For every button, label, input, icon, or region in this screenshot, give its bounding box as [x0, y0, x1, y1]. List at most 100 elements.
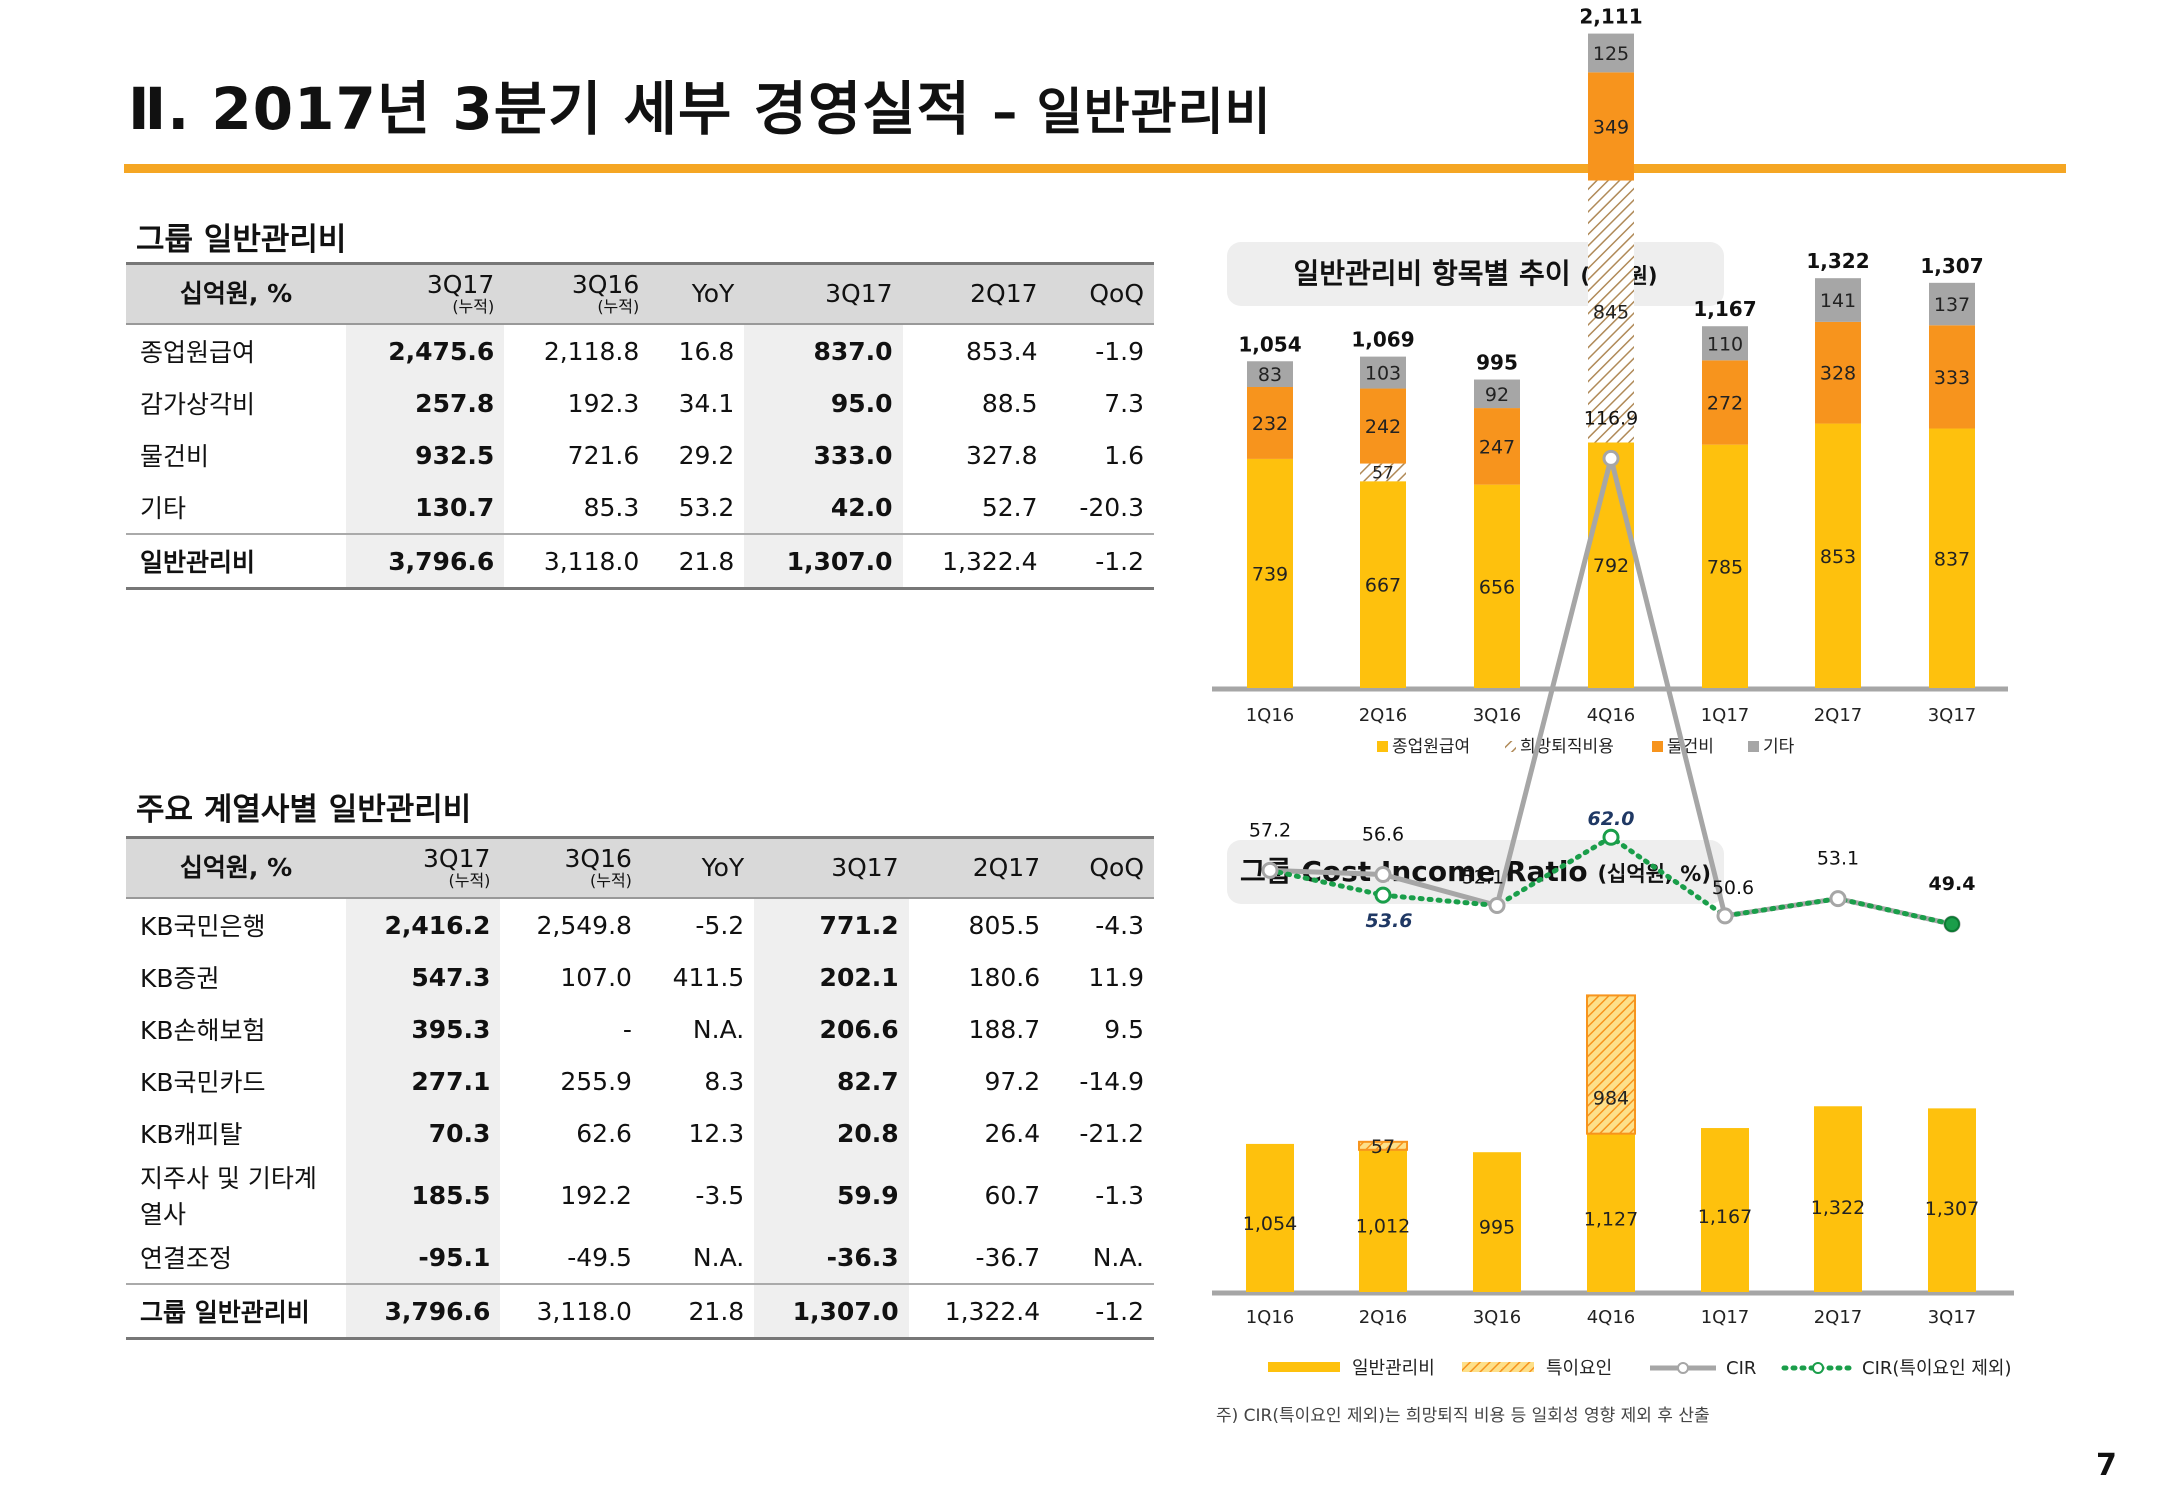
table-cell: 257.8	[346, 377, 505, 429]
footnote: 주) CIR(특이요인 제외)는 희망퇴직 비용 등 일회성 영향 제외 후 산…	[1216, 1406, 1710, 1426]
table-cell: 395.3	[346, 1003, 501, 1055]
table-cell: 3,796.6	[346, 1283, 501, 1340]
bar-total-label: 1,307	[1920, 254, 1983, 278]
bar-total-label: 1,054	[1238, 332, 1301, 356]
table-cell: 192.2	[560, 1180, 632, 1210]
table-row: 기타 130.7 85.3 53.2 42.0 52.7 -20.3	[126, 481, 1154, 534]
legend-label: 특이요인	[1546, 1358, 1612, 1379]
table-row: KB국민은행 2,416.2 2,549.8 -5.2 771.2 805.5 -4.3	[126, 898, 1154, 951]
legend-swatch	[1462, 1362, 1534, 1372]
table-cell: 21.8	[649, 533, 745, 590]
bar-segment	[1360, 356, 1406, 389]
bar-segment-label: 125	[1593, 43, 1629, 65]
section-title-affiliate-expenses: 주요 계열사별 일반관리비	[136, 792, 472, 828]
bar-total-label: 1,322	[1806, 249, 1869, 273]
bar-segment	[1360, 388, 1406, 464]
title-divider	[124, 164, 2066, 173]
table-cell: -21.2	[1079, 1118, 1144, 1148]
x-tick-label: 1Q17	[1701, 1307, 1750, 1328]
table-cell: -3.5	[695, 1180, 745, 1210]
table-cell: -36.7	[975, 1242, 1041, 1272]
table-cell: 721.6	[567, 440, 640, 470]
chart1-title: 일반관리비 항목별 추이 (십억원)	[1227, 242, 1724, 306]
table-cell: -1.2	[1047, 533, 1154, 590]
column-header: 2Q17	[902, 262, 1048, 325]
table-cell: 202.1	[754, 951, 909, 1003]
x-tick-label: 1Q17	[1701, 705, 1750, 726]
cir-marker	[1488, 897, 1506, 915]
table-cell: 932.5	[346, 429, 505, 481]
table-cell: -5.2	[695, 910, 745, 940]
legend-marker	[1677, 1362, 1689, 1374]
unit-header: 십억원, %	[126, 262, 346, 325]
table-cell: 34.1	[678, 388, 735, 418]
legend-swatch	[1505, 741, 1516, 752]
table-cell: 1,322.4	[902, 533, 1048, 590]
table-cell: 185.5	[346, 1159, 501, 1231]
affiliate-expense-table: 십억원, % 3Q17 (누적) 3Q16 (누적) YoY 3Q17 2Q17 QoQ KB국…	[126, 836, 1154, 1340]
bar	[1246, 1143, 1294, 1292]
table-cell: 88.5	[981, 388, 1038, 418]
x-tick-label: 4Q16	[1587, 1307, 1636, 1328]
legend-label: 종업원급여	[1392, 737, 1470, 757]
legend-swatch	[1268, 1362, 1340, 1372]
table-cell: 1,307.0	[754, 1283, 909, 1340]
bar-segment-label: 845	[1593, 302, 1629, 324]
table-cell: 188.7	[968, 1014, 1041, 1044]
table-cell: 20.8	[754, 1107, 909, 1159]
table-cell: 53.2	[678, 492, 735, 522]
cir-marker	[1374, 865, 1392, 883]
bar-segment	[1702, 326, 1748, 361]
column-header: 3Q16 (누적)	[504, 262, 650, 325]
column-header: 3Q17	[744, 262, 903, 325]
bar-segment-label: 272	[1707, 392, 1743, 414]
table-cell: 62.6	[576, 1118, 632, 1148]
table-cell: 12.3	[688, 1118, 745, 1148]
legend-label: 일반관리비	[1352, 1358, 1435, 1379]
cir-value-label: 50.6	[1712, 877, 1754, 899]
special-factor-label: 984	[1593, 1088, 1629, 1110]
page-title: Ⅱ. 2017년 3분기 세부 경영실적 – 일반관리비	[128, 75, 1272, 143]
bar-segment-label: 739	[1252, 563, 1288, 585]
table-cell: 9.5	[1104, 1014, 1144, 1044]
page-number: 7	[2096, 1448, 2117, 1483]
bar	[1928, 1108, 1976, 1292]
bar-segment-label: 792	[1593, 555, 1629, 577]
bar-segment-label: 837	[1934, 548, 1970, 570]
bar-segment	[1360, 463, 1406, 482]
table-cell: 52.7	[981, 492, 1038, 522]
bar-segment-label: 349	[1593, 116, 1629, 138]
table-cell: 130.7	[346, 481, 505, 534]
legend-label: CIR(특이요인 제외)	[1862, 1358, 2012, 1379]
legend-marker	[1812, 1362, 1824, 1374]
table-cell: 1,322.4	[908, 1283, 1051, 1340]
row-label: 기타	[140, 494, 187, 523]
row-label: KB국민은행	[140, 912, 266, 941]
bar-segment	[1929, 428, 1975, 688]
cir-marker	[1602, 449, 1620, 467]
column-header: QoQ	[1050, 836, 1154, 899]
table-cell: 107.0	[560, 962, 632, 992]
cir-marker	[1261, 861, 1279, 879]
bar-segment	[1360, 481, 1406, 688]
column-header: YoY	[649, 262, 745, 325]
bar-segment-label: 785	[1707, 556, 1743, 578]
cir-end-marker	[1944, 916, 1960, 933]
row-label: KB국민카드	[140, 1068, 266, 1097]
table-cell: 29.2	[678, 440, 735, 470]
table-cell: 2,416.2	[346, 898, 501, 951]
column-header: 3Q16 (누적)	[500, 836, 642, 899]
legend-label: 물건비	[1667, 737, 1714, 757]
table-cell: -20.3	[1079, 492, 1144, 522]
table-cell: 42.0	[744, 481, 903, 534]
table-total-row: 일반관리비 3,796.6 3,118.0 21.8 1,307.0 1,322.4 -1.…	[126, 533, 1154, 590]
table-cell: 85.3	[583, 492, 640, 522]
bar-segment	[1474, 408, 1520, 485]
bar-segment-label: 141	[1820, 290, 1856, 312]
bar-segment-label: 57	[1372, 463, 1394, 483]
bar-total-label: 2,111	[1579, 5, 1642, 29]
row-label: 지주사 및 기타계열사	[140, 1164, 317, 1229]
table-cell: -4.3	[1095, 910, 1144, 940]
table-cell: 3,118.0	[500, 1283, 642, 1340]
